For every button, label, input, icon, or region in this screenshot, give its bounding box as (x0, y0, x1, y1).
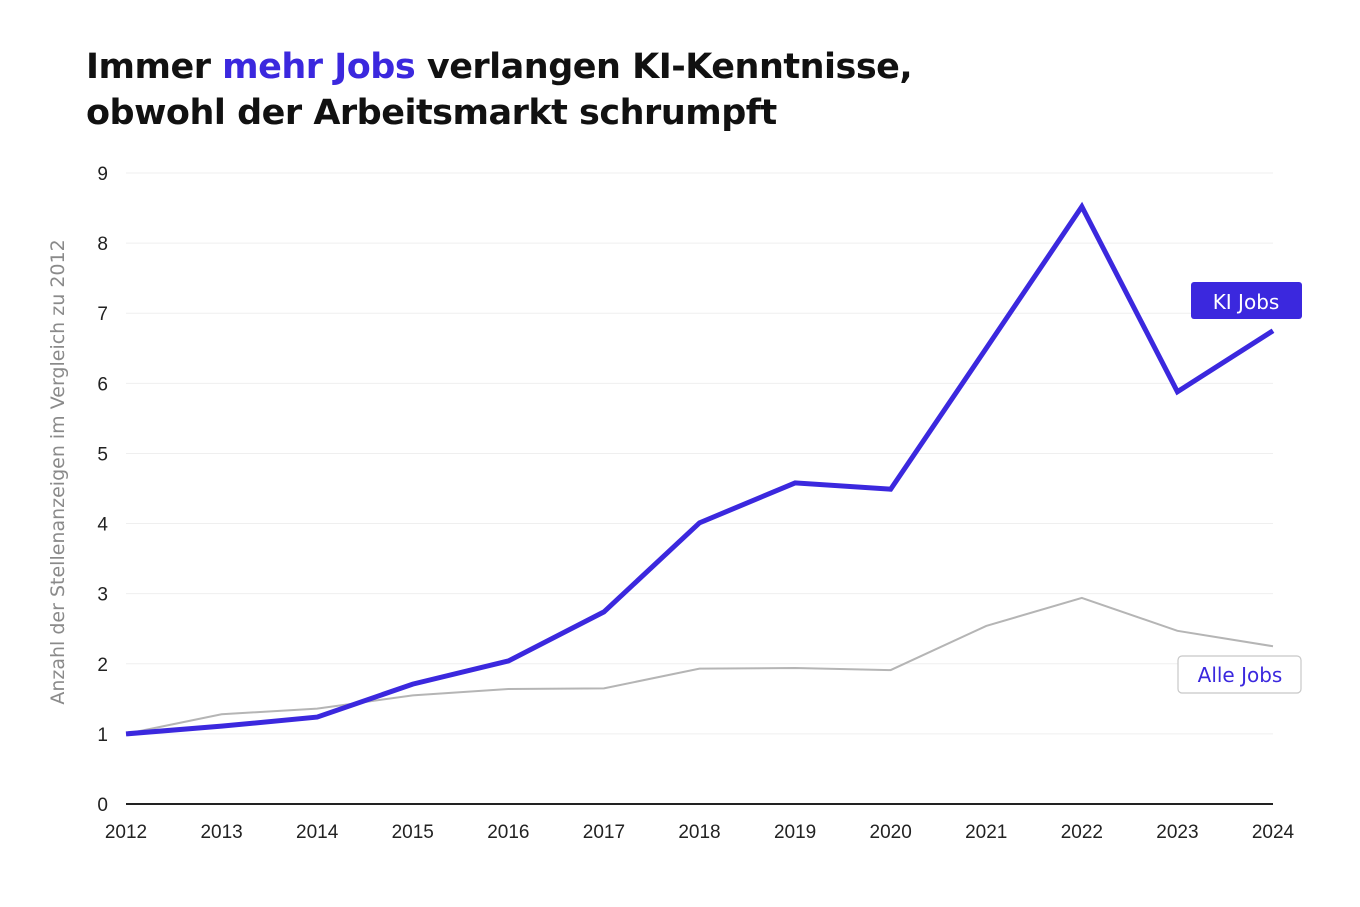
alle-jobs-label-text: Alle Jobs (1198, 663, 1283, 687)
ki-jobs-label-text: KI Jobs (1213, 290, 1280, 314)
x-tick-label: 2019 (774, 822, 816, 843)
ki-jobs-line (125, 201, 1275, 737)
y-tick-label: 9 (97, 164, 108, 185)
x-tick-label: 2020 (870, 822, 912, 843)
ki-jobs-label: KI Jobs (1191, 282, 1302, 319)
y-tick-label: 8 (97, 234, 108, 255)
title-part1: Immer (86, 47, 223, 87)
y-tick-label: 6 (97, 374, 108, 395)
x-tick-label: 2022 (1061, 822, 1103, 843)
x-tick-label: 2012 (105, 822, 147, 843)
title-part2: verlangen KI-Kenntnisse, (415, 47, 913, 87)
y-tick-label: 7 (97, 304, 108, 325)
x-tick-label: 2014 (296, 822, 339, 843)
y-tick-label: 3 (97, 585, 108, 606)
y-axis-label: Anzahl der Stellenanzeigen im Vergleich … (47, 239, 69, 704)
ki-jobs-label-bg (1191, 282, 1302, 319)
y-tick-labels: 0 1 2 3 4 5 6 7 8 9 (97, 164, 108, 816)
x-tick-label: 2018 (678, 822, 720, 843)
x-tick-label: 2021 (965, 822, 1007, 843)
y-tick-label: 2 (97, 655, 108, 676)
x-tick-label: 2015 (392, 822, 434, 843)
y-tick-label: 1 (97, 725, 108, 746)
y-tick-label: 4 (97, 515, 108, 536)
x-tick-label: 2023 (1156, 822, 1198, 843)
x-tick-label: 2016 (487, 822, 529, 843)
x-tick-label: 2024 (1252, 822, 1295, 843)
x-tick-labels: 2012 2013 2014 2015 2016 2017 2018 2019 2020 2021… (105, 822, 1295, 843)
x-tick-label: 2013 (200, 822, 242, 843)
alle-jobs-label-bg (1177, 655, 1302, 694)
alle-jobs-label: Alle Jobs (1177, 655, 1302, 694)
chart-title: Immer mehr Jobs verlangen KI-Kenntnisse,… (86, 44, 913, 136)
series-lines (125, 201, 1275, 737)
y-tick-label: 5 (97, 444, 108, 465)
y-tick-label: 0 (97, 795, 108, 816)
title-line2: obwohl der Arbeitsmarkt schrumpft (86, 93, 777, 133)
series-labels: KI Jobs Alle Jobs (1177, 282, 1302, 694)
title-highlight: mehr Jobs (222, 47, 416, 87)
alle-jobs-line (125, 596, 1274, 735)
x-tick-label: 2017 (583, 822, 625, 843)
